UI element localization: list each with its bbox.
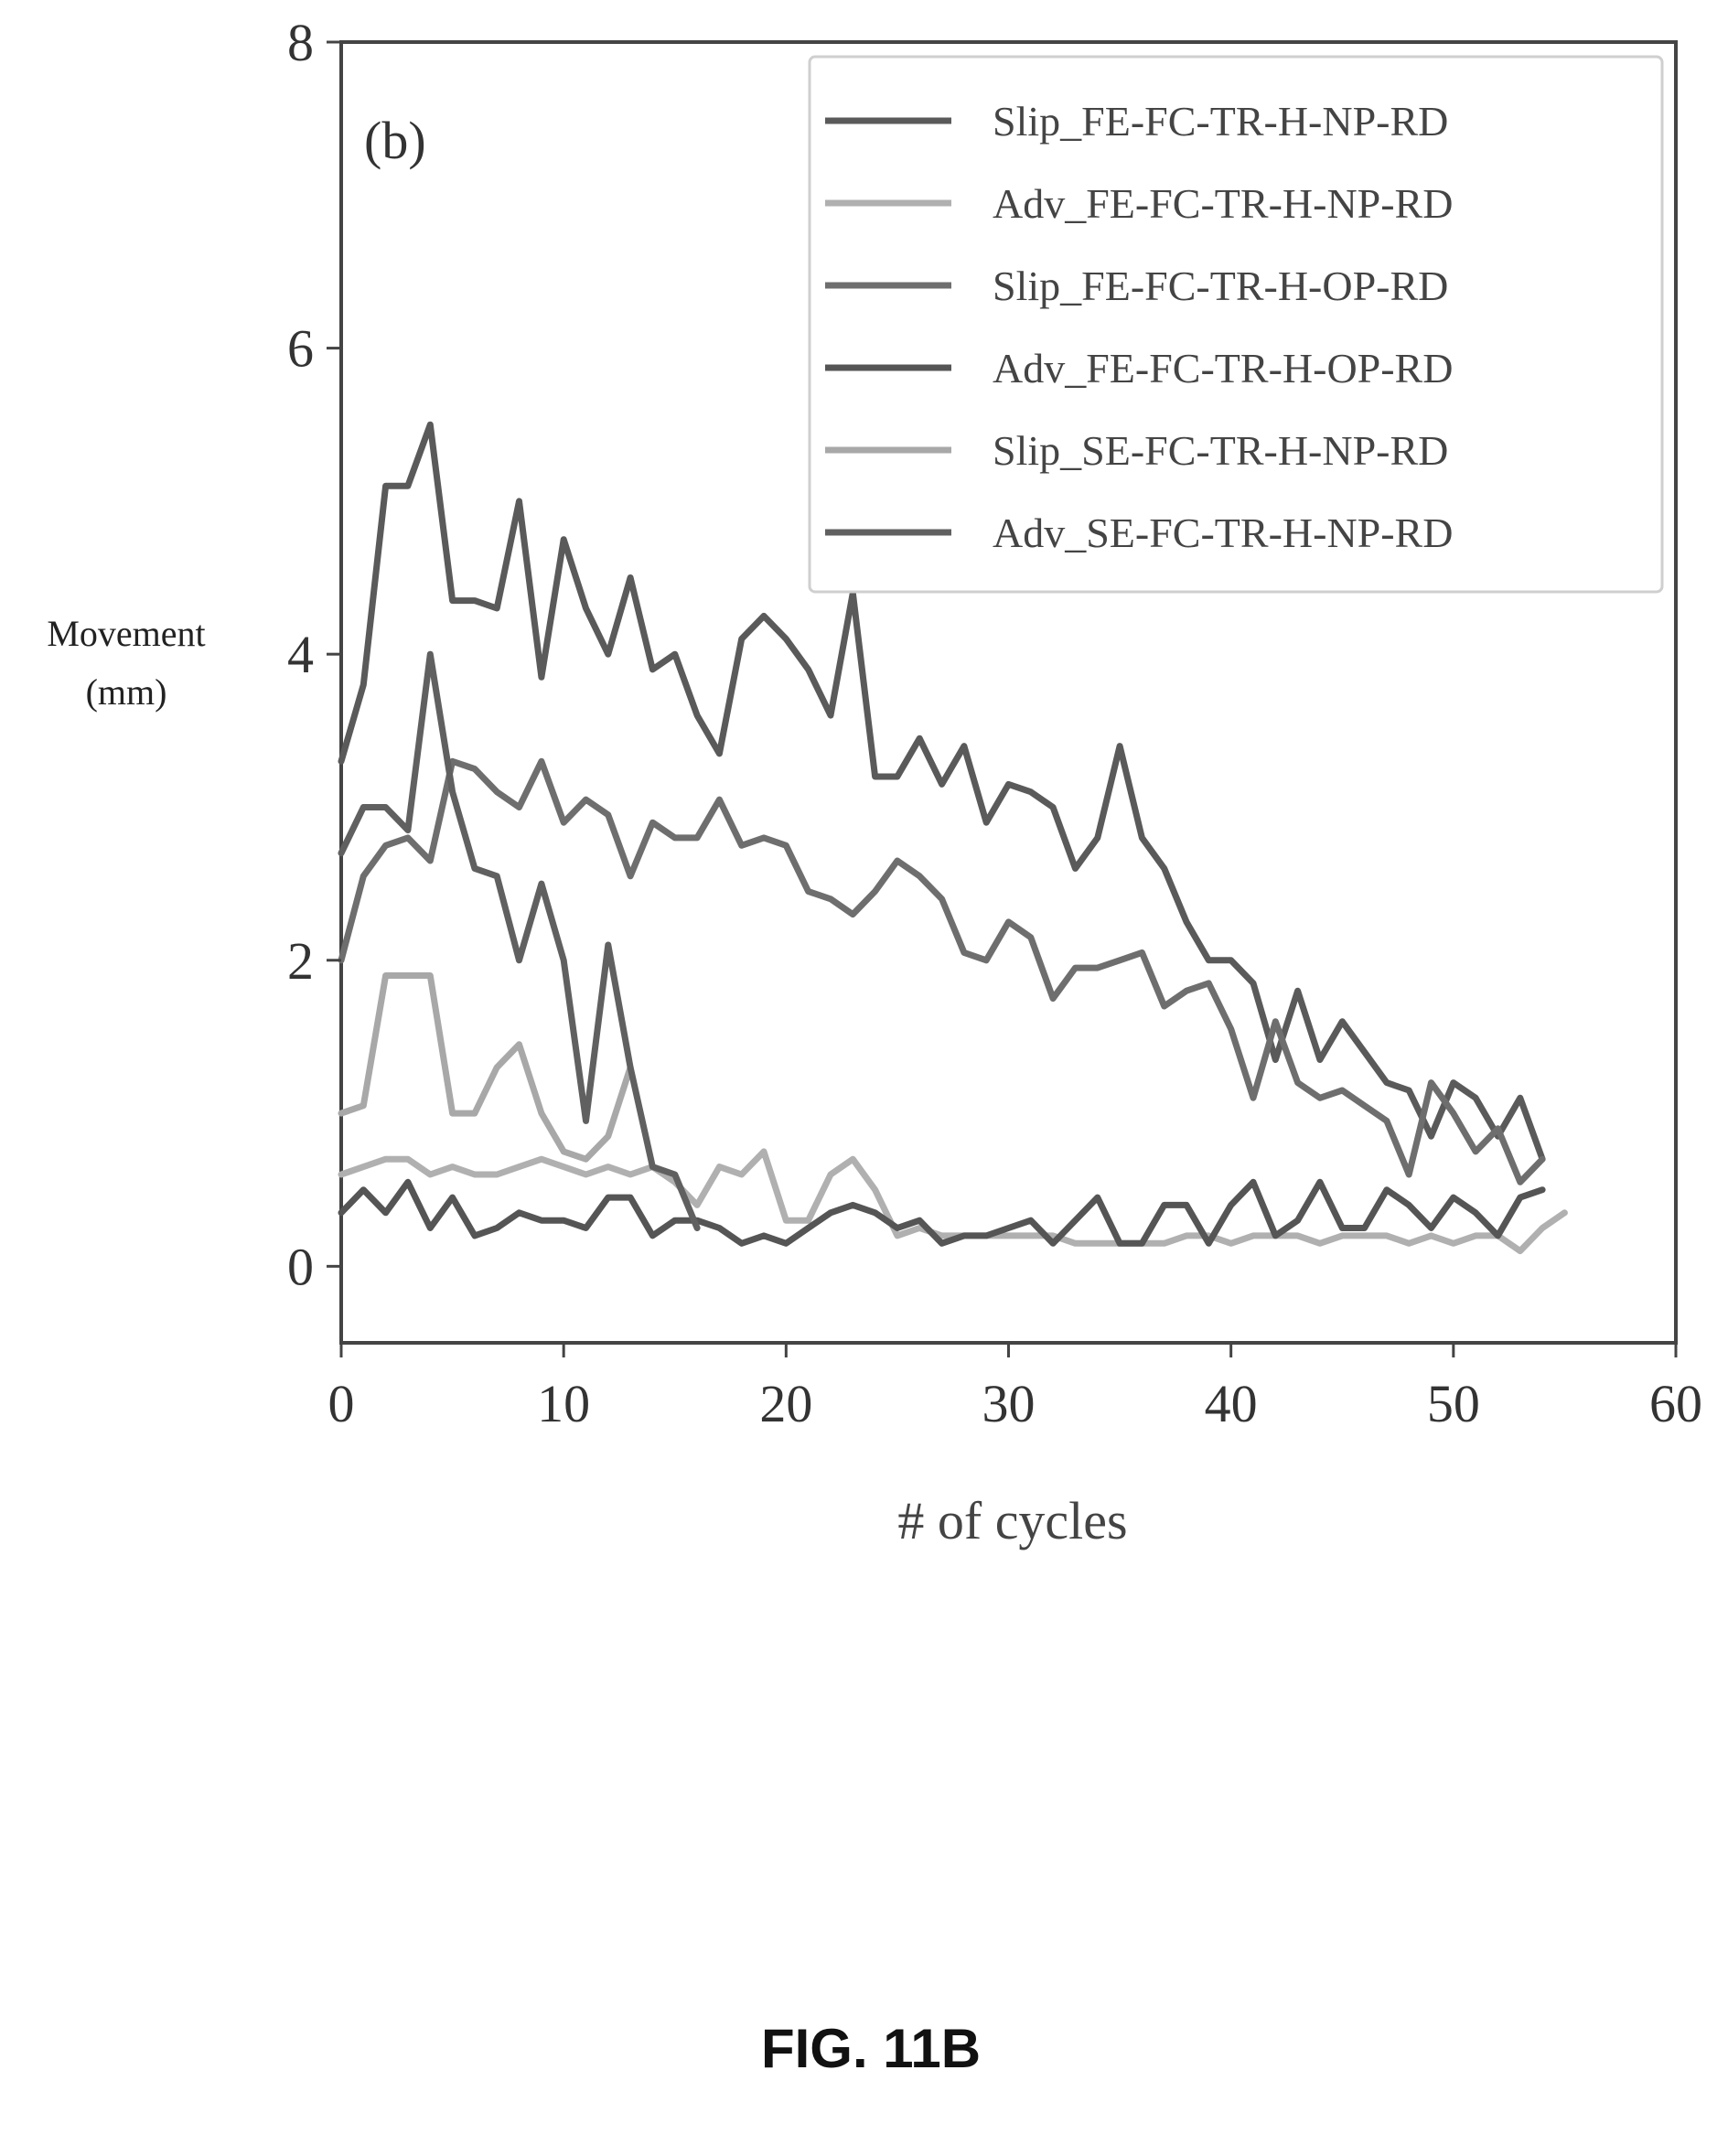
legend-entry: Adv_FE-FC-TR-H-OP-RD bbox=[993, 345, 1453, 392]
figure-caption: FIG. 11B bbox=[761, 2018, 981, 2079]
y-axis-label-line-2: (mm) bbox=[86, 671, 167, 713]
y-axis-label-line-1: Movement bbox=[47, 613, 205, 654]
x-tick-label: 20 bbox=[759, 1374, 812, 1433]
y-tick-label: 4 bbox=[287, 625, 314, 684]
legend-entry: Slip_SE-FC-TR-H-NP-RD bbox=[993, 427, 1448, 474]
panel-label: (b) bbox=[364, 111, 426, 170]
y-tick-label: 8 bbox=[287, 13, 314, 72]
legend-entry: Adv_SE-FC-TR-H-NP-RD bbox=[993, 510, 1453, 556]
legend-entry: Adv_FE-FC-TR-H-NP-RD bbox=[993, 180, 1453, 227]
series-line-1 bbox=[338, 421, 1546, 1163]
legend-entry: Slip_FE-FC-TR-H-OP-RD bbox=[993, 263, 1448, 309]
x-tick-label: 30 bbox=[982, 1374, 1036, 1433]
legend-box bbox=[808, 55, 1664, 594]
series-line-3 bbox=[338, 757, 1546, 1185]
y-tick-label: 0 bbox=[287, 1237, 314, 1296]
series-line-2 bbox=[338, 1148, 1568, 1255]
series-layer bbox=[338, 421, 1568, 1255]
legend-entry: Slip_FE-FC-TR-H-NP-RD bbox=[993, 98, 1448, 145]
y-tick-label: 2 bbox=[287, 931, 314, 991]
series-line-4 bbox=[338, 1178, 1546, 1247]
series-line-5 bbox=[338, 972, 634, 1163]
y-axis-label: Movement (mm) bbox=[47, 613, 205, 713]
x-tick-label: 50 bbox=[1427, 1374, 1480, 1433]
x-tick-label: 10 bbox=[537, 1374, 590, 1433]
legend: Slip_FE-FC-TR-H-NP-RD Adv_FE-FC-TR-H-NP-R… bbox=[808, 55, 1664, 594]
ticks-layer: 0 10 20 30 40 50 60 0 2 4 6 8 bbox=[287, 13, 1702, 1433]
x-tick-label: 40 bbox=[1205, 1374, 1258, 1433]
series-line-6 bbox=[338, 650, 701, 1231]
x-tick-label: 0 bbox=[328, 1374, 355, 1433]
y-tick-label: 6 bbox=[287, 319, 314, 379]
x-tick-label: 60 bbox=[1649, 1374, 1702, 1433]
x-axis-label: # of cycles bbox=[897, 1491, 1127, 1550]
